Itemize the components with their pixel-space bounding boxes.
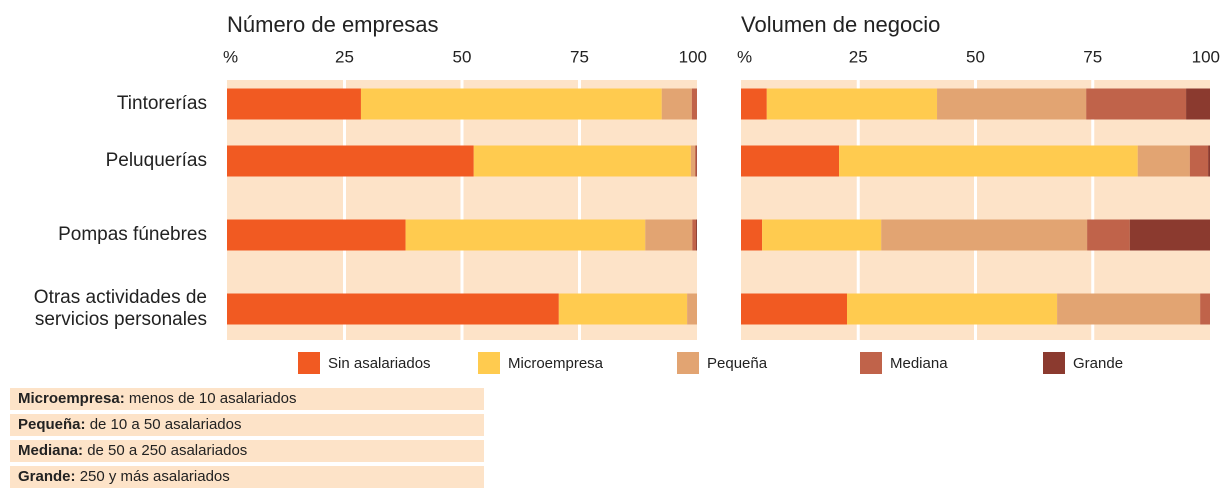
bar-segment	[645, 219, 693, 251]
bar-segment	[360, 88, 662, 120]
legend-swatch	[298, 352, 320, 374]
legend-swatch	[478, 352, 500, 374]
bar-segment	[690, 145, 696, 177]
legend-label: Microempresa	[508, 355, 604, 372]
bar-segment	[881, 219, 1088, 251]
note-text: 250 y más asalariados	[79, 468, 230, 485]
bar-segment	[937, 88, 1087, 120]
note-term: Grande:	[18, 468, 76, 485]
category-label: Otras actividades de servicios personale…	[33, 287, 207, 330]
legend-swatch	[1043, 352, 1065, 374]
legend-swatch	[860, 352, 882, 374]
bar-segment	[741, 88, 767, 120]
bar-segment	[1129, 219, 1210, 251]
x-tick-label: 50	[966, 47, 985, 66]
bar-segment	[227, 88, 361, 120]
bar-segment	[405, 219, 646, 251]
bar-segment	[1186, 88, 1210, 120]
legend-label: Grande	[1073, 355, 1123, 372]
bar-segment	[227, 219, 406, 251]
note-text: menos de 10 asalariados	[128, 390, 297, 407]
legend-swatch	[677, 352, 699, 374]
x-tick-label: 25	[335, 47, 354, 66]
panel-title: Número de empresas	[227, 12, 439, 37]
bar-segment	[1086, 88, 1187, 120]
x-tick-label: 75	[570, 47, 589, 66]
bar-segment	[227, 293, 559, 325]
note-term: Pequeña:	[18, 416, 86, 433]
x-tick-label: %	[223, 47, 238, 66]
bar-segment	[762, 219, 882, 251]
bar-segment	[661, 88, 692, 120]
note-term: Mediana:	[18, 442, 84, 459]
bar-segment	[692, 219, 697, 251]
bar-segment	[1189, 145, 1209, 177]
category-label: Peluquerías	[105, 150, 207, 171]
bar-segment	[839, 145, 1138, 177]
bar-segment	[1137, 145, 1190, 177]
bar-segment	[695, 145, 697, 177]
note-text: de 50 a 250 asalariados	[87, 442, 248, 459]
note: Microempresa: menos de 10 asalariados	[10, 388, 484, 410]
bar-segment	[691, 88, 697, 120]
legend-label: Mediana	[890, 355, 948, 372]
category-label: Tintorerías	[116, 93, 207, 114]
panel-title: Volumen de negocio	[741, 12, 940, 37]
x-tick-label: %	[737, 47, 752, 66]
note: Grande: 250 y más asalariados	[10, 466, 484, 488]
legend-label: Sin asalariados	[328, 355, 431, 372]
legend-label: Pequeña	[707, 355, 768, 372]
x-tick-label: 50	[453, 47, 472, 66]
bar-segment	[1087, 219, 1130, 251]
x-tick-label: 25	[849, 47, 868, 66]
bar-segment	[741, 145, 840, 177]
bar-segment	[766, 88, 938, 120]
bar-segment	[1200, 293, 1210, 325]
bar-segment	[687, 293, 697, 325]
bar-segment	[741, 293, 847, 325]
bar-segment	[558, 293, 688, 325]
bar-segment	[227, 145, 474, 177]
bar-segment	[741, 219, 763, 251]
note-term: Microempresa:	[18, 390, 125, 407]
x-tick-label: 75	[1083, 47, 1102, 66]
note: Mediana: de 50 a 250 asalariados	[10, 440, 484, 462]
x-tick-label: 100	[679, 47, 707, 66]
note: Pequeña: de 10 a 50 asalariados	[10, 414, 484, 436]
bar-segment	[1208, 145, 1210, 177]
x-tick-label: 100	[1192, 47, 1220, 66]
bar-segment	[696, 219, 697, 251]
bar-segment	[846, 293, 1058, 325]
bar-segment	[1057, 293, 1201, 325]
bar-segment	[473, 145, 691, 177]
category-label: Pompas fúnebres	[58, 224, 207, 245]
note-text: de 10 a 50 asalariados	[89, 416, 242, 433]
